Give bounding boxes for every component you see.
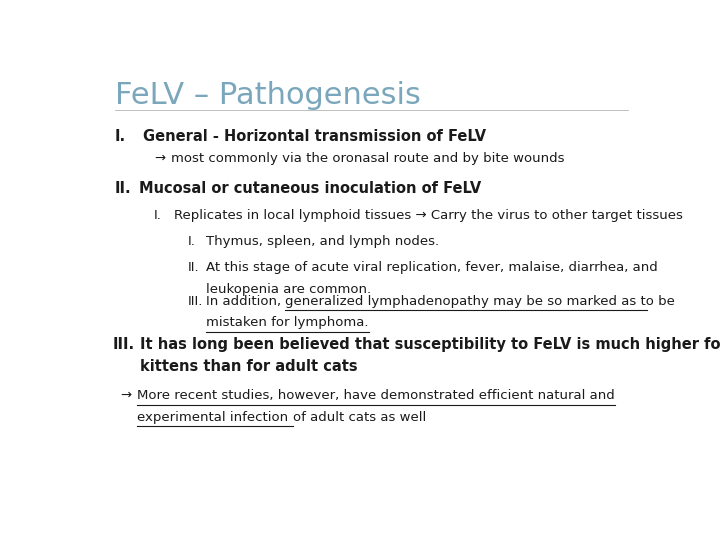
Text: of adult cats as well: of adult cats as well: [293, 411, 426, 424]
Text: generalized lymphadenopathy may be so marked as to be: generalized lymphadenopathy may be so ma…: [285, 295, 675, 308]
Text: most commonly via the oronasal route and by bite wounds: most commonly via the oronasal route and…: [171, 152, 564, 165]
Text: In addition,: In addition,: [206, 295, 285, 308]
Text: I.: I.: [115, 129, 126, 144]
Text: leukopenia are common.: leukopenia are common.: [206, 283, 372, 296]
Text: I.: I.: [188, 235, 196, 248]
Text: FeLV – Pathogenesis: FeLV – Pathogenesis: [115, 82, 421, 111]
Text: Mucosal or cutaneous inoculation of FeLV: Mucosal or cutaneous inoculation of FeLV: [139, 181, 482, 196]
Text: Thymus, spleen, and lymph nodes.: Thymus, spleen, and lymph nodes.: [206, 235, 439, 248]
Text: III.: III.: [112, 337, 135, 352]
Text: I.: I.: [154, 210, 162, 222]
Text: At this stage of acute viral replication, fever, malaise, diarrhea, and: At this stage of acute viral replication…: [206, 261, 658, 274]
Text: experimental infection: experimental infection: [138, 411, 293, 424]
Text: More recent studies, however, have demonstrated efficient natural and: More recent studies, however, have demon…: [138, 389, 615, 402]
Text: Replicates in local lymphoid tissues → Carry the virus to other target tissues: Replicates in local lymphoid tissues → C…: [174, 210, 683, 222]
Text: III.: III.: [188, 295, 203, 308]
Text: →: →: [154, 152, 166, 165]
Text: General - Horizontal transmission of FeLV: General - Horizontal transmission of FeL…: [143, 129, 486, 144]
Text: kittens than for adult cats: kittens than for adult cats: [140, 359, 358, 374]
Text: mistaken for lymphoma.: mistaken for lymphoma.: [206, 316, 369, 329]
Text: It has long been believed that susceptibility to FeLV is much higher for: It has long been believed that susceptib…: [140, 337, 720, 352]
Text: →: →: [121, 389, 132, 402]
Text: II.: II.: [188, 261, 199, 274]
Text: II.: II.: [115, 181, 132, 196]
